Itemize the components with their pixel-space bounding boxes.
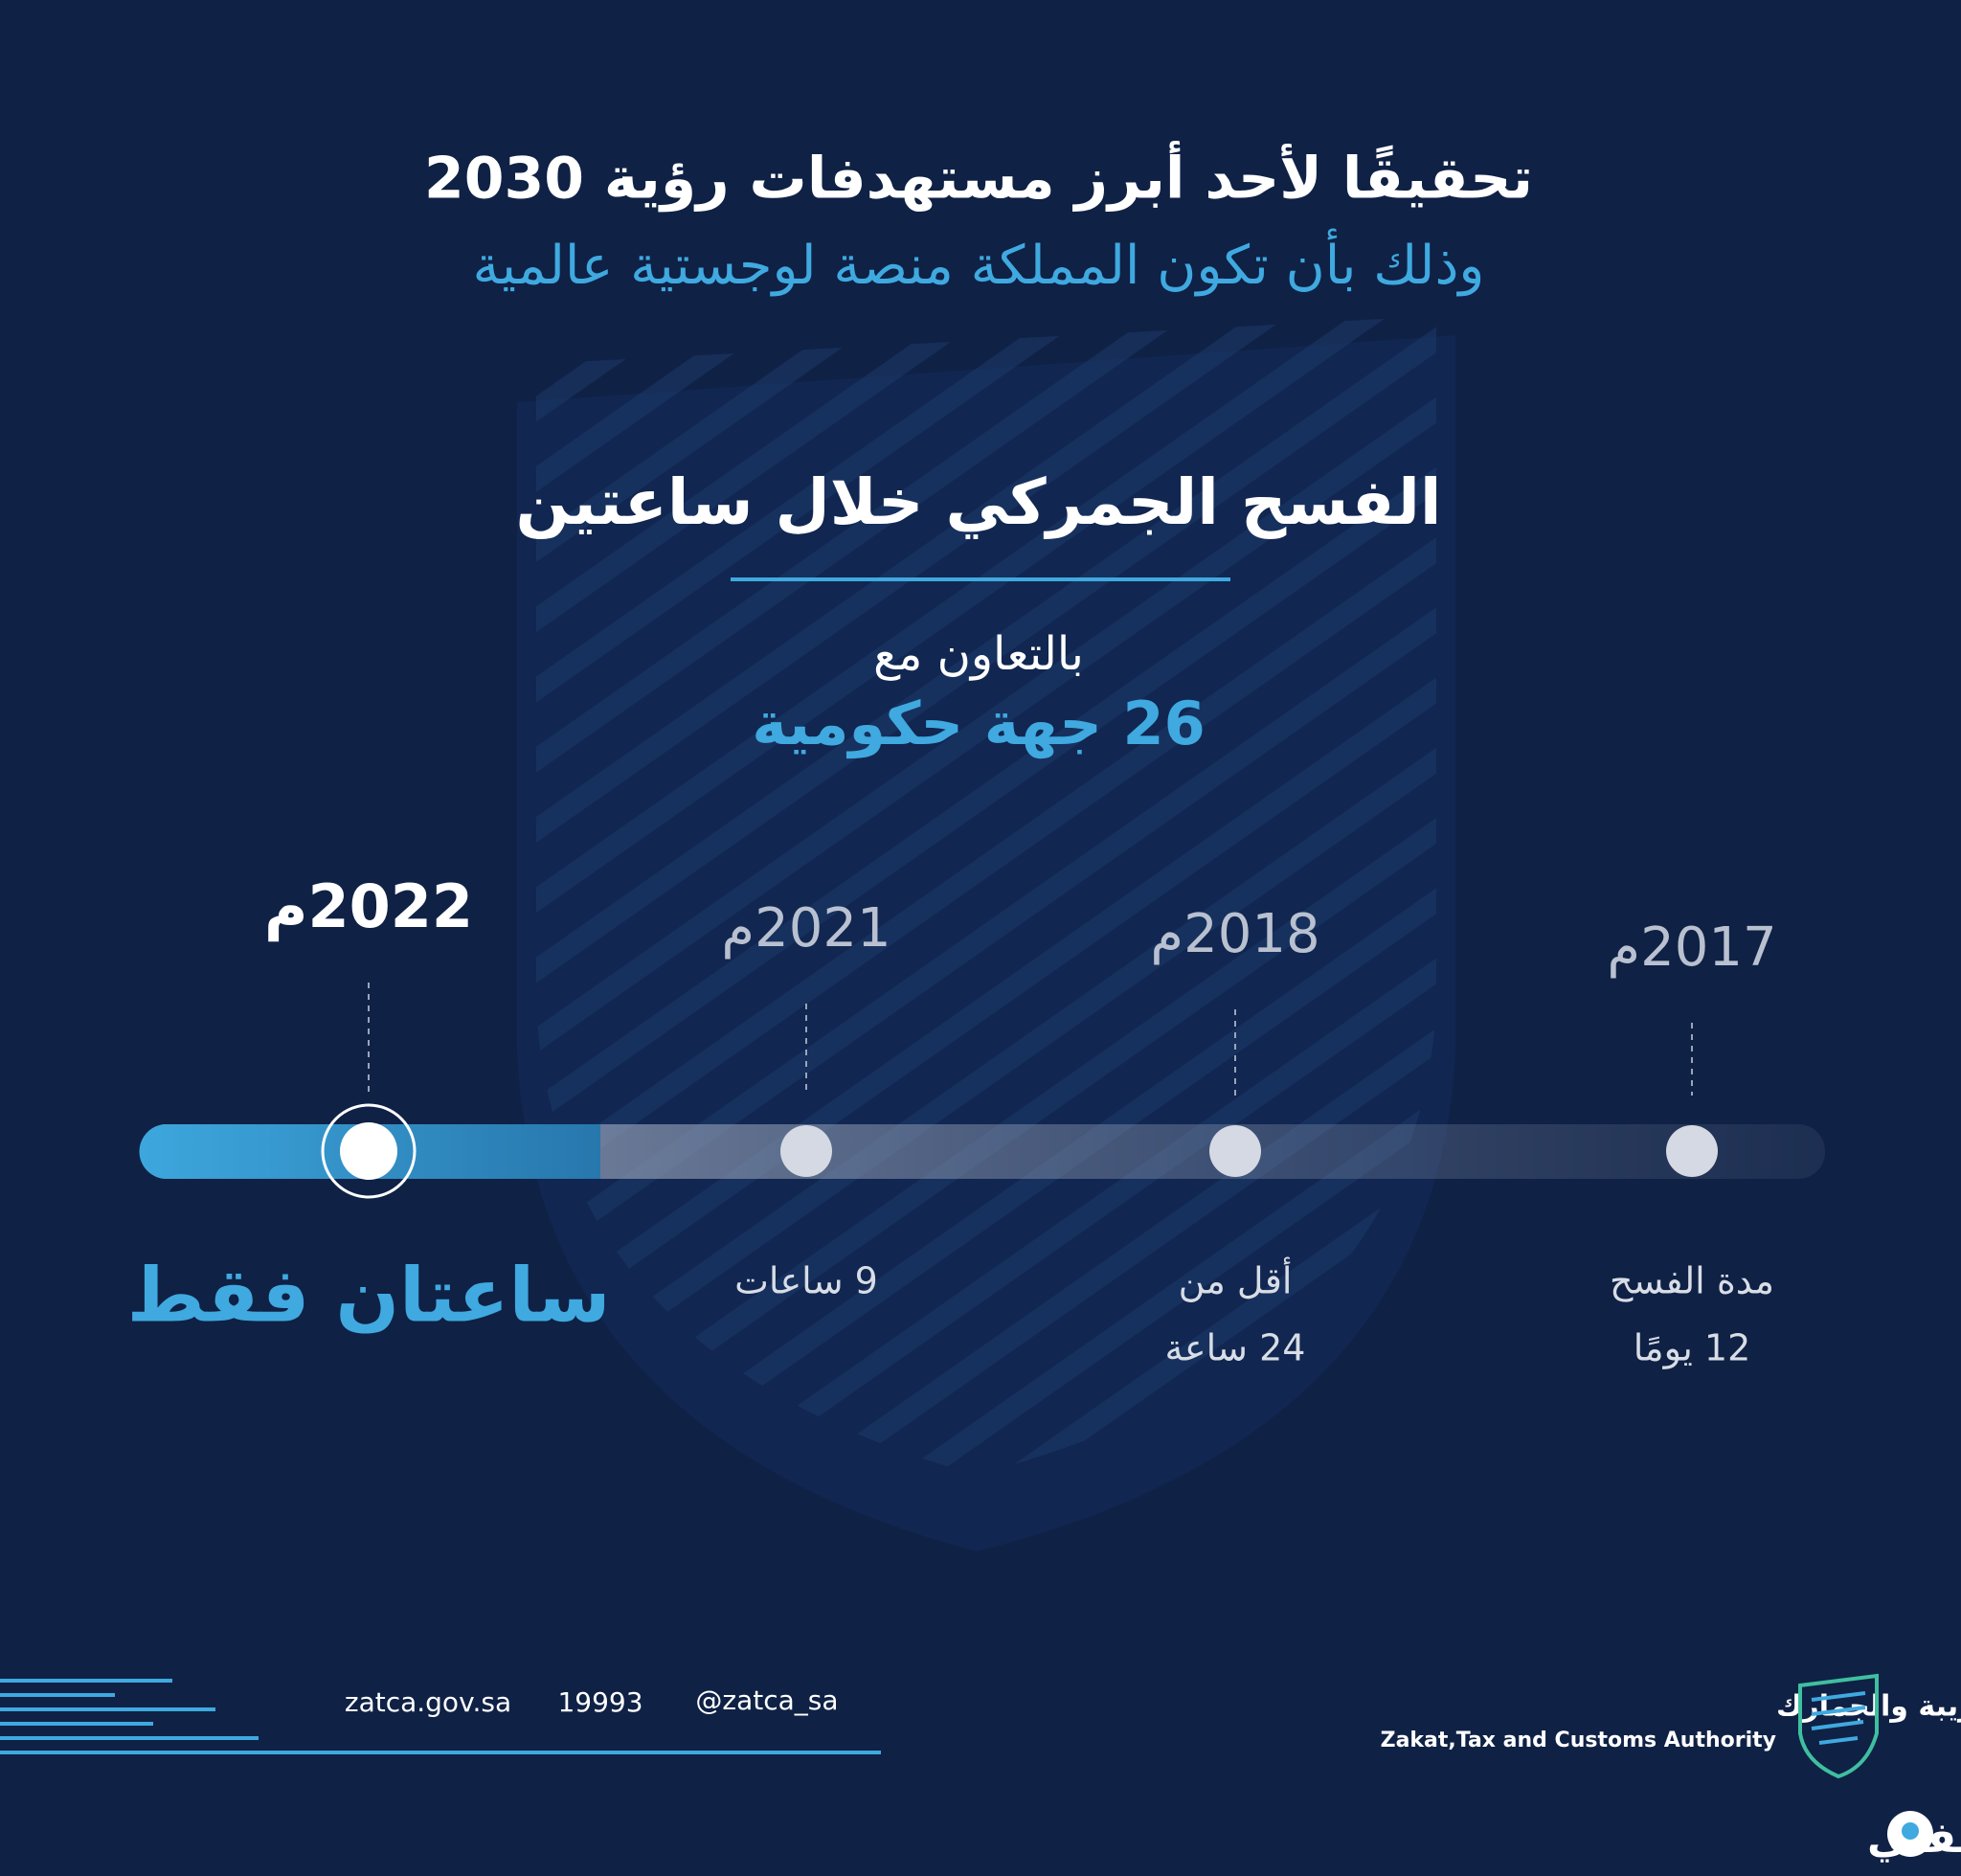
timeline-duration: أقل من xyxy=(1179,1257,1293,1303)
cooperation-value: 26 جهة حكومية xyxy=(752,689,1206,758)
timeline-point xyxy=(340,1122,397,1180)
logo-icon xyxy=(1798,1673,1879,1779)
timeline-year: 2021م xyxy=(721,897,890,960)
footer-handle: @zatca_sa xyxy=(695,1684,838,1716)
watermark-bulb xyxy=(1902,1822,1919,1840)
timeline: 2022م ساعتان فقط 2021م 9 ساعات 2018م أقل من 24… xyxy=(127,871,1777,1369)
logo-arabic: هيئة الزكاة والضريبة والجمارك xyxy=(1776,1690,1961,1724)
timeline-year: 2018م xyxy=(1150,903,1319,965)
cooperation-label: بالتعاون مع xyxy=(873,627,1084,681)
timeline-duration: مدة الفسح xyxy=(1610,1260,1774,1303)
timeline-point xyxy=(1209,1125,1261,1177)
shield-stripes xyxy=(536,316,1436,1475)
timeline-year: 2017م xyxy=(1607,916,1776,979)
main-title: الفسح الجمركي خلال ساعتين xyxy=(516,465,1442,539)
timeline-duration: 24 ساعة xyxy=(1165,1327,1306,1369)
timeline-duration: ساعتان فقط xyxy=(127,1253,611,1339)
timeline-year: 2022م xyxy=(264,871,473,942)
timeline-point xyxy=(780,1125,832,1177)
header-subtitle: وذلك بأن تكون المملكة منصة لوجستية عالمي… xyxy=(473,228,1485,297)
footer-stripes xyxy=(0,1679,881,1754)
header-title: تحقيقًا لأحد أبرز مستهدفات رؤية 2030 xyxy=(424,141,1533,213)
footer-website: zatca.gov.sa xyxy=(345,1686,511,1718)
timeline-point xyxy=(1666,1125,1718,1177)
logo-english: Zakat,Tax and Customs Authority xyxy=(1381,1729,1776,1752)
timeline-duration: 12 يومًا xyxy=(1634,1327,1751,1370)
timeline-duration: 9 ساعات xyxy=(734,1260,878,1302)
footer-phone: 19993 xyxy=(557,1686,642,1718)
timeline-ring xyxy=(321,1103,417,1199)
